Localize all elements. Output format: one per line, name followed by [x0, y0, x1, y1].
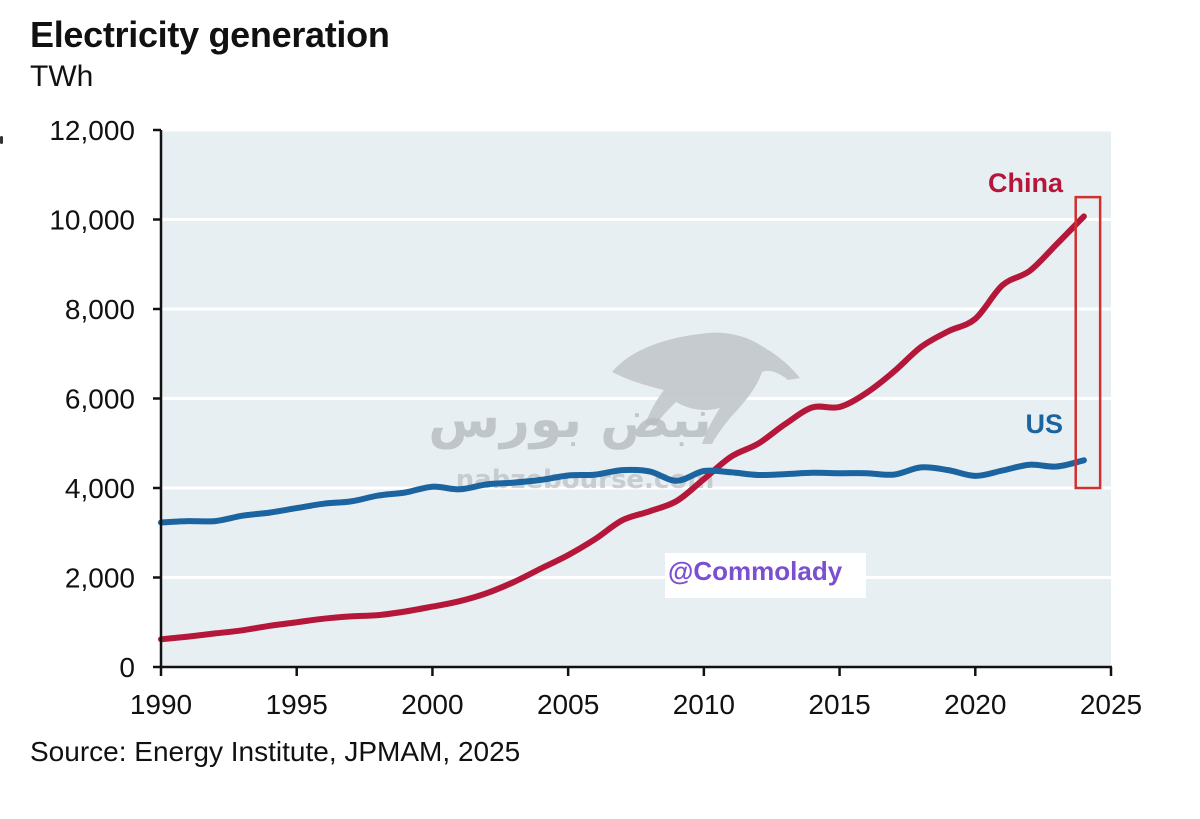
x-tick-label: 2015 [808, 689, 870, 720]
watermark: نبض بورس nabzebourse.com [428, 332, 800, 495]
y-tick-label: 8,000 [65, 294, 135, 325]
highlight-box [1074, 195, 1102, 490]
x-tick-label: 2005 [537, 689, 599, 720]
x-tick-label: 2020 [944, 689, 1006, 720]
chart-title: Electricity generation [30, 14, 390, 55]
credit-background [665, 553, 866, 598]
y-tick-label: 4,000 [65, 473, 135, 504]
y-tick-label: 0 [119, 652, 135, 683]
y-tick-label: 10,000 [49, 205, 135, 236]
x-tick-label: 2010 [673, 689, 735, 720]
x-tick-label: 2000 [401, 689, 463, 720]
watermark-arabic: نبض بورس [428, 390, 712, 450]
series-label-china: China [988, 168, 1064, 198]
series-label-us: US [1025, 409, 1063, 439]
x-tick-label: 1990 [130, 689, 192, 720]
x-tick-label: 2025 [1080, 689, 1142, 720]
chart-unit: TWh [30, 60, 94, 93]
y-tick-label: 6,000 [65, 384, 135, 415]
x-tick-label: 1995 [266, 689, 328, 720]
credit-handle: @Commolady [668, 556, 843, 586]
series-labels: China US [988, 168, 1064, 439]
y-tick-label: 2,000 [65, 563, 135, 594]
series-lines [158, 213, 1087, 643]
y-tick-label: 12,000 [49, 115, 135, 146]
gridlines [161, 128, 1111, 579]
edge-mark [0, 136, 3, 144]
bull-icon [612, 332, 800, 444]
source-note: Source: Energy Institute, JPMAM, 2025 [30, 736, 521, 767]
axes: 0 2,000 4,000 6,000 8,000 10,000 12,000 1990 199… [49, 115, 1142, 720]
